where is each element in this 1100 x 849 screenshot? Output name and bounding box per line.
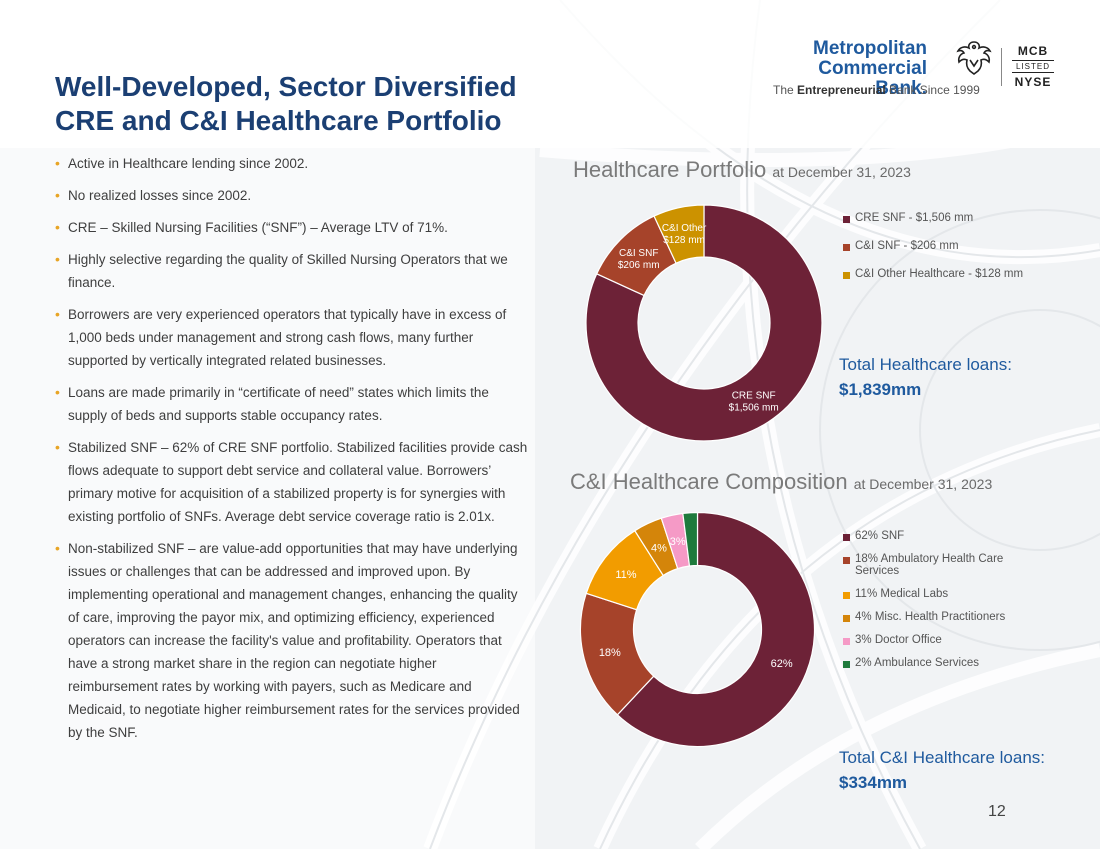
donut-data-label-line: 3% [670, 536, 686, 548]
legend-swatch [843, 216, 850, 223]
total-healthcare-label: Total Healthcare loans: [839, 355, 1012, 374]
bank-name-line-2: Commercial Bank. [818, 58, 927, 99]
page-title: Well-Developed, Sector Diversified CRE a… [55, 70, 517, 138]
bullet-item: Active in Healthcare lending since 2002. [55, 152, 530, 175]
legend-swatch [843, 638, 850, 645]
listed-label: LISTED [1012, 60, 1054, 73]
logo-divider [1001, 48, 1002, 86]
donut-data-label: 18% [599, 647, 621, 659]
legend-item: CRE SNF - $1,506 mm [843, 212, 1033, 224]
tagline-prefix: The [773, 83, 798, 97]
donut-data-label-line: CRE SNF [732, 390, 776, 401]
donut-data-label: 62% [771, 658, 793, 670]
legend-item: 62% SNF [843, 530, 1018, 542]
ci-healthcare-donut: 62% 18% 11% 4%3% [579, 511, 816, 748]
legend-label: CRE SNF - $1,506 mm [855, 212, 974, 224]
total-ci-healthcare-loans: Total C&I Healthcare loans: $334mm [839, 745, 1045, 795]
eagle-icon [956, 41, 992, 75]
legend-swatch [843, 244, 850, 251]
donut-data-label: C&I Other $128 mm [662, 223, 707, 246]
legend-label: 4% Misc. Health Practitioners [855, 611, 1006, 623]
healthcare-portfolio-title: Healthcare Portfolio at December 31, 202… [573, 157, 911, 183]
chart2-subtitle: at December 31, 2023 [853, 476, 993, 492]
legend-item: C&I Other Healthcare - $128 mm [843, 268, 1033, 280]
bank-logo: Metropolitan Commercial Bank. MCB LISTED… [765, 36, 1065, 100]
ci-healthcare-legend: 62% SNF 18% Ambulatory Health Care Servic… [843, 530, 1018, 680]
donut-data-label: 3% [670, 536, 686, 548]
donut-data-label: 4% [651, 543, 667, 555]
legend-label: 3% Doctor Office [855, 634, 942, 646]
legend-swatch [843, 557, 850, 564]
bullet-item: Stabilized SNF – 62% of CRE SNF portfoli… [55, 436, 530, 528]
legend-swatch [843, 615, 850, 622]
healthcare-portfolio-donut: CRE SNF $1,506 mmC&I SNF $206 mmC&I Other $… [585, 204, 823, 442]
page-number: 12 [988, 803, 1006, 820]
donut-data-label: C&I SNF $206 mm [618, 248, 660, 271]
bullet-item: Borrowers are very experienced operators… [55, 303, 530, 372]
donut-data-label-line: 18% [599, 647, 621, 659]
donut-data-label: CRE SNF $1,506 mm [729, 390, 779, 413]
page-title-line-2: CRE and C&I Healthcare Portfolio [55, 105, 502, 136]
bullet-item: Highly selective regarding the quality o… [55, 248, 530, 294]
bullet-list: Active in Healthcare lending since 2002.… [55, 152, 530, 753]
bullet-item: No realized losses since 2002. [55, 184, 530, 207]
nyse-listed-badge: MCB LISTED NYSE [1012, 44, 1054, 89]
donut-slice-snf [616, 511, 816, 748]
bullet-item: CRE – Skilled Nursing Facilities (“SNF”)… [55, 216, 530, 239]
donut-data-label-line: 62% [771, 658, 793, 670]
legend-label: 2% Ambulance Services [855, 657, 980, 669]
bank-tagline: The Entrepreneurial Bank Since 1999 [773, 83, 980, 97]
donut-data-label-line: $128 mm [663, 235, 705, 246]
legend-swatch [843, 592, 850, 599]
page-title-line-1: Well-Developed, Sector Diversified [55, 71, 517, 102]
donut-data-label-line: $1,506 mm [729, 402, 779, 413]
legend-item: 2% Ambulance Services [843, 657, 1018, 669]
total-healthcare-loans: Total Healthcare loans: $1,839mm [839, 352, 1012, 402]
bank-name-line-1: Metropolitan [813, 38, 927, 59]
ticker-symbol: MCB [1017, 44, 1049, 58]
legend-swatch [843, 534, 850, 541]
chart1-title: Healthcare Portfolio [573, 157, 767, 182]
bullet-item: Loans are made primarily in “certificate… [55, 381, 530, 427]
legend-swatch [843, 661, 850, 668]
legend-item: 4% Misc. Health Practitioners [843, 611, 1018, 623]
donut-slice-cre-snf [585, 204, 823, 442]
donut-data-label-line: $206 mm [618, 260, 660, 271]
legend-item: 11% Medical Labs [843, 588, 1018, 600]
legend-item: C&I SNF - $206 mm [843, 240, 1033, 252]
healthcare-portfolio-legend: CRE SNF - $1,506 mm C&I SNF - $206 mm C&I … [843, 212, 1033, 296]
legend-label: 11% Medical Labs [855, 588, 949, 600]
legend-item: 3% Doctor Office [843, 634, 1018, 646]
legend-label: C&I SNF - $206 mm [855, 240, 959, 252]
bullet-item: Non-stabilized SNF – are value-add oppor… [55, 537, 530, 744]
legend-item: 18% Ambulatory Health Care Services [843, 553, 1018, 577]
donut-data-label-line: 11% [615, 569, 636, 581]
total-ci-label: Total C&I Healthcare loans: [839, 748, 1045, 767]
donut-data-label-line: 4% [651, 543, 667, 555]
total-ci-value: $334mm [839, 773, 908, 792]
chart1-subtitle: at December 31, 2023 [772, 164, 911, 180]
donut-data-label-line: C&I SNF [619, 248, 658, 259]
bank-name: Metropolitan Commercial Bank. [765, 39, 927, 99]
legend-label: 62% SNF [855, 530, 905, 542]
chart2-title: C&I Healthcare Composition [570, 469, 848, 494]
legend-label: 18% Ambulatory Health Care Services [855, 553, 1004, 577]
tagline-bold: Entrepreneurial [797, 83, 886, 97]
legend-swatch [843, 272, 850, 279]
legend-label: C&I Other Healthcare - $128 mm [855, 268, 1024, 280]
ci-healthcare-composition-title: C&I Healthcare Composition at December 3… [570, 469, 992, 495]
donut-data-label: 11% [615, 569, 636, 581]
exchange-name: NYSE [1014, 75, 1052, 89]
donut-data-label-line: C&I Other [662, 223, 707, 234]
tagline-suffix: Bank Since 1999 [885, 83, 980, 97]
donut-slice-c-i-other-healthcare [653, 204, 705, 265]
donut-slice-ambulance-services [682, 511, 699, 567]
total-healthcare-value: $1,839mm [839, 380, 922, 399]
